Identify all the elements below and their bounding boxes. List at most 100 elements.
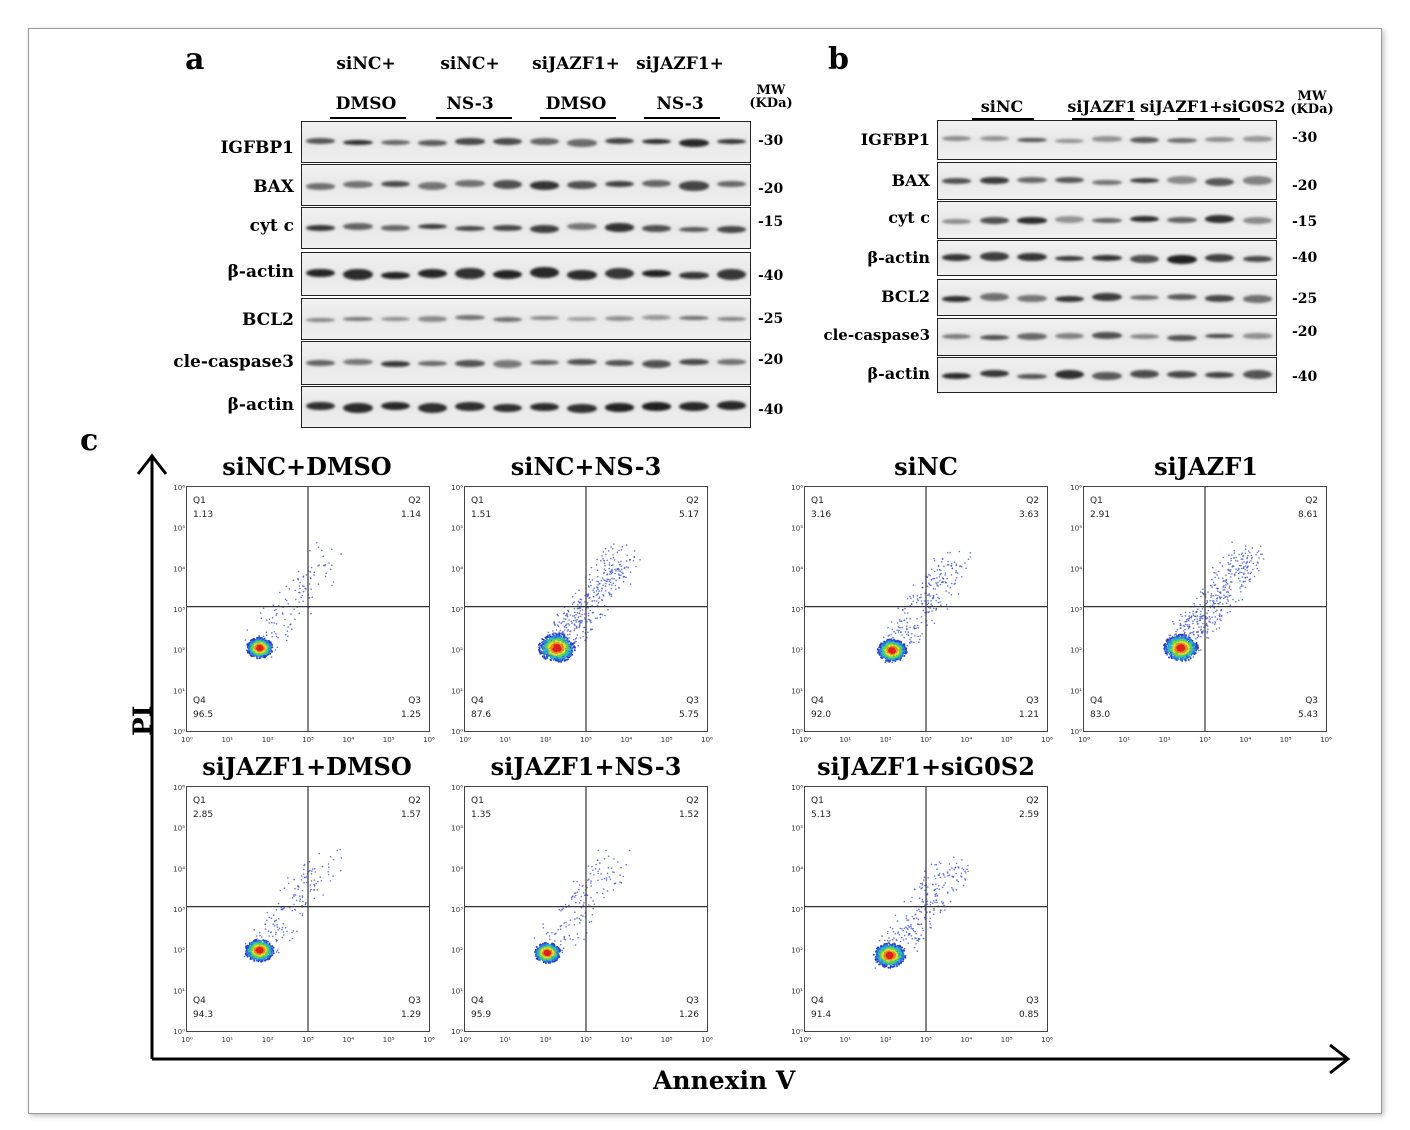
blot-band [1205, 372, 1235, 378]
quadrant-label: Q3 [686, 696, 699, 706]
x-tick-label: 10⁶ [423, 736, 435, 744]
blot-band [492, 403, 522, 412]
x-tick-label: 10² [262, 1036, 274, 1044]
blot-band [1242, 333, 1272, 339]
blot-band [530, 266, 560, 279]
x-tick-label: 10⁴ [960, 736, 972, 744]
blot-band [567, 223, 597, 231]
blot-band [604, 181, 634, 188]
panel-b-mw-marker: -15 [1292, 214, 1318, 230]
flow-plot-y-ticks: 10⁰ 10¹ 10² 10³ 10⁴ 10⁵ 10⁶ [173, 784, 185, 1036]
x-tick-label: 10² [540, 1036, 552, 1044]
quadrant-label: Q1 [1090, 496, 1103, 506]
western-blot-strip [301, 164, 751, 206]
western-blot-strip [301, 121, 751, 163]
flow-plot-canvas: Q1 1.35 Q2 1.52 Q4 95.9 Q3 1.26 [465, 787, 707, 1031]
western-blot-strip [301, 298, 751, 340]
y-tick-label: 10¹ [791, 987, 803, 995]
western-blot-strip [937, 240, 1277, 276]
blot-band [1129, 334, 1160, 340]
flow-plot-canvas: Q1 1.51 Q2 5.17 Q4 87.6 Q3 5.75 [465, 487, 707, 731]
panel-a-group-3-top: siJAZF1+ [532, 54, 620, 74]
blot-band [1017, 137, 1047, 143]
x-tick-label: 10⁶ [1320, 736, 1332, 744]
y-tick-label: 10³ [173, 906, 185, 914]
blot-band [604, 137, 634, 144]
flow-plot-y-ticks: 10⁰ 10¹ 10² 10³ 10⁴ 10⁵ 10⁶ [791, 784, 803, 1036]
blot-band [1129, 369, 1160, 379]
blot-band [1167, 334, 1197, 342]
blot-band [604, 360, 634, 367]
quadrant-q4-value: 91.4 [811, 1010, 831, 1020]
blot-band [380, 140, 410, 146]
blot-band [1017, 373, 1047, 380]
x-tick-label: 10³ [920, 1036, 932, 1044]
quadrant-q3-value: 5.43 [1298, 710, 1318, 720]
flow-plot-x-ticks: 10⁰ 10¹ 10² 10³ 10⁴ 10⁵ 10⁶ [181, 736, 435, 744]
blot-band [380, 225, 410, 231]
quadrant-label: Q2 [408, 496, 421, 506]
y-tick-label: 10¹ [1070, 687, 1082, 695]
blot-band [1017, 333, 1047, 341]
panel-a-mw-marker: -20 [758, 181, 784, 197]
y-tick-label: 10⁵ [791, 825, 803, 833]
y-tick-label: 10⁶ [451, 484, 463, 492]
y-tick-label: 10⁶ [173, 784, 185, 792]
quadrant-q4-value: 95.9 [471, 1010, 491, 1020]
panel-b-mw-marker: -20 [1292, 178, 1318, 194]
y-tick-label: 10⁶ [1070, 484, 1082, 492]
panel-a-row-label: β-actin [227, 395, 294, 415]
panel-b-row-label: cle-caspase3 [823, 326, 930, 344]
quadrant-label: Q2 [1305, 496, 1318, 506]
blot-band [530, 360, 560, 366]
panel-b-mw-marker: -30 [1292, 130, 1318, 146]
panel-a-mw-header-line2: (KDa) [749, 96, 793, 111]
blot-band [716, 400, 746, 411]
y-tick-label: 10² [1070, 647, 1082, 655]
panel-b-group-1: siNC [980, 97, 1024, 116]
quadrant-label: Q4 [811, 996, 824, 1006]
quadrant-q3-value: 1.25 [401, 710, 421, 720]
y-tick-label: 10¹ [451, 987, 463, 995]
blot-band [716, 359, 746, 366]
blot-band [942, 295, 972, 302]
y-tick-label: 10³ [791, 906, 803, 914]
quadrant-label: Q3 [686, 996, 699, 1006]
blot-band [942, 372, 972, 380]
panel-a-mw-marker: -20 [758, 352, 784, 368]
quadrant-q2-value: 1.57 [401, 810, 421, 820]
flow-plot-y-ticks: 10⁰ 10¹ 10² 10³ 10⁴ 10⁵ 10⁶ [451, 784, 463, 1036]
x-tick-label: 10⁰ [459, 1036, 471, 1044]
quadrant-label: Q1 [471, 496, 484, 506]
flow-plot-title: siNC+DMSO [222, 452, 392, 481]
panel-b-group-3: siJAZF1+siG0S2 [1140, 97, 1286, 116]
quadrant-q2-value: 1.14 [401, 510, 421, 520]
panel-b-group-3-underline [1178, 118, 1240, 120]
blot-band [642, 402, 672, 411]
blot-band [716, 139, 746, 145]
quadrant-q3-value: 1.21 [1019, 710, 1039, 720]
y-tick-label: 10⁴ [173, 565, 185, 573]
blot-band [679, 181, 709, 191]
panel-b-row-label: β-actin [867, 248, 930, 267]
quadrant-label: Q1 [193, 796, 206, 806]
x-tick-label: 10³ [302, 1036, 314, 1044]
blot-band [1092, 136, 1122, 142]
quadrant-label: Q4 [193, 996, 206, 1006]
blot-band [942, 136, 972, 142]
western-blot-strip [301, 386, 751, 428]
panel-c-big-axes [136, 453, 1351, 1075]
blot-band [306, 401, 336, 410]
blot-band [492, 138, 522, 146]
panel-a-group-3-bottom: DMSO [545, 94, 607, 114]
blot-band [492, 269, 522, 279]
quadrant-label: Q4 [471, 696, 484, 706]
quadrant-label: Q4 [1090, 696, 1103, 706]
panel-a-group-2-top: siNC+ [440, 54, 500, 74]
quadrant-label: Q2 [408, 796, 421, 806]
quadrant-q3-value: 1.29 [401, 1010, 421, 1020]
y-tick-label: 10³ [173, 606, 185, 614]
panel-b-mw-header-line2: (KDa) [1290, 102, 1334, 117]
blot-band [343, 316, 373, 321]
y-tick-label: 10⁴ [451, 865, 463, 873]
